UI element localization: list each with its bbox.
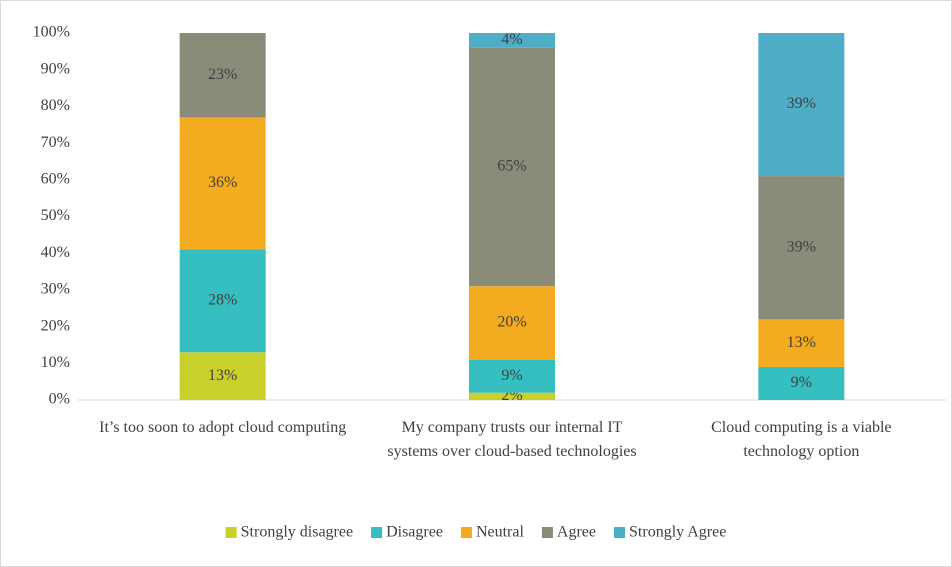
y-tick-label: 30% bbox=[41, 281, 70, 298]
bar-segment bbox=[758, 366, 845, 400]
data-label: 9% bbox=[501, 367, 522, 384]
y-tick-label: 40% bbox=[41, 244, 70, 261]
y-tick-label: 0% bbox=[49, 391, 70, 408]
bar-segment bbox=[758, 176, 845, 320]
bar-segment bbox=[469, 392, 555, 400]
x-tick-label: My company trusts our internal IT systems… bbox=[387, 419, 636, 460]
x-tick-label: Cloud computing is a viable technology op… bbox=[711, 419, 891, 460]
legend-label: Agree bbox=[557, 524, 596, 541]
y-tick-label: 70% bbox=[41, 134, 70, 151]
bar-segment bbox=[758, 33, 845, 177]
data-label: 20% bbox=[497, 314, 526, 331]
data-label: 65% bbox=[497, 158, 526, 175]
y-tick-label: 100% bbox=[33, 24, 70, 41]
data-label: 4% bbox=[501, 31, 522, 48]
data-label: 28% bbox=[208, 292, 237, 309]
y-tick-label: 80% bbox=[41, 97, 70, 114]
legend-label: Strongly disagree bbox=[241, 524, 353, 541]
data-label: 39% bbox=[787, 238, 816, 255]
y-tick-label: 50% bbox=[41, 207, 70, 224]
y-tick-label: 20% bbox=[41, 317, 70, 334]
legend-label: Disagree bbox=[386, 524, 443, 541]
x-tick-label: It’s too soon to adopt cloud computing bbox=[99, 419, 346, 436]
data-label: 39% bbox=[787, 95, 816, 112]
legend-swatch bbox=[614, 527, 626, 538]
y-tick-label: 10% bbox=[41, 354, 70, 371]
bar-segment bbox=[758, 319, 845, 367]
bar-segment bbox=[179, 249, 266, 353]
data-label: 13% bbox=[787, 334, 816, 351]
data-label: 23% bbox=[208, 66, 237, 83]
bar-segment bbox=[179, 352, 266, 400]
bar-segment bbox=[469, 359, 555, 393]
legend-swatch bbox=[541, 527, 553, 538]
legend-swatch bbox=[371, 527, 383, 538]
y-tick-label: 90% bbox=[41, 60, 70, 77]
bar-segment bbox=[179, 33, 266, 118]
y-tick-label: 60% bbox=[41, 170, 70, 187]
bar-segment bbox=[469, 33, 555, 48]
legend-label: Neutral bbox=[476, 524, 525, 541]
legend-swatch bbox=[460, 527, 472, 538]
bar-segment bbox=[469, 286, 555, 360]
data-label: 36% bbox=[208, 174, 237, 191]
data-label: 13% bbox=[208, 367, 237, 384]
data-label: 9% bbox=[791, 374, 812, 391]
bar-segment bbox=[179, 117, 266, 250]
legend-swatch bbox=[225, 527, 237, 538]
legend-label: Strongly Agree bbox=[629, 524, 726, 541]
bar-segment bbox=[469, 47, 555, 287]
